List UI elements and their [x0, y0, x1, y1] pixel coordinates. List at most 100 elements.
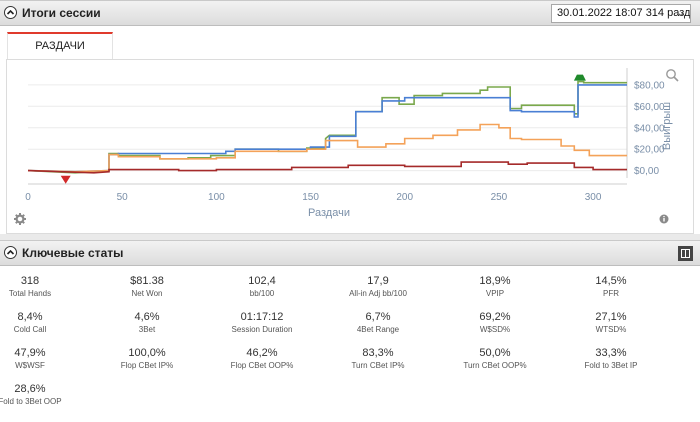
stat-value: 50,0%	[479, 347, 511, 359]
stat-value: 102,4	[248, 275, 276, 287]
stat-value: 47,9%	[14, 347, 46, 359]
zoom-icon[interactable]	[666, 69, 679, 82]
stat-value: 100,0%	[128, 347, 166, 359]
chevron-up-icon	[6, 9, 15, 15]
stat-label: Total Hands	[8, 289, 52, 298]
series-line	[27, 123, 627, 173]
y-tick-label: $20,00	[634, 145, 665, 156]
y-axis-ticks: $0,00 $20,00 $40,00 $60,00 $80,00	[634, 80, 665, 177]
tab-hands-label: РАЗДАЧИ	[35, 40, 85, 52]
stat-label: Turn CBet IP%	[351, 361, 405, 370]
stat-cell: 47,9% W$WSF	[0, 347, 88, 370]
gear-icon[interactable]	[14, 213, 26, 225]
stat-value: 69,2%	[479, 311, 511, 323]
stat-label: WTSD%	[595, 325, 627, 334]
key-stats-grid: 318 Total Hands $81.38 Net Won 102,4 bb/100 17…	[0, 266, 700, 422]
stat-value: 83,3%	[362, 347, 394, 359]
stat-cell: 8,4% Cold Call	[0, 311, 88, 334]
x-tick-label: 0	[25, 192, 31, 203]
stat-label: W$SD%	[479, 325, 511, 334]
session-select[interactable]: 30.01.2022 18:07 314 раздач) ⌄	[551, 4, 691, 23]
stat-label: Fold to 3Bet OOP	[0, 397, 62, 406]
chart-markers	[60, 74, 586, 184]
stat-cell: 100,0% Flop CBet IP%	[89, 347, 205, 370]
stat-value: 318	[20, 275, 40, 287]
stat-cell: 4,6% 3Bet	[89, 311, 205, 334]
panel-separator	[0, 234, 700, 240]
stat-cell: 01:17:12 Session Duration	[204, 311, 320, 334]
stat-label: bb/100	[249, 289, 275, 298]
stat-label: PFR	[603, 289, 619, 298]
stat-cell: 83,3% Turn CBet IP%	[320, 347, 436, 370]
session-select-value: 30.01.2022 18:07 314 раздач)	[557, 7, 691, 19]
x-tick-label: 50	[117, 192, 129, 203]
series-line	[27, 80, 627, 174]
stat-label: Fold to 3Bet IP	[584, 361, 638, 370]
session-summary-bar: Итоги сессии 30.01.2022 18:07 314 раздач…	[0, 0, 700, 26]
session-low-marker	[60, 175, 71, 184]
stat-value: 01:17:12	[240, 311, 284, 323]
stat-value: 17,9	[367, 275, 389, 287]
tab-strip: РАЗДАЧИ	[0, 26, 700, 59]
stat-value: 6,7%	[365, 311, 391, 323]
winnings-chart-panel: 0 50 100 150 200 250 300 $0,00 $20,00 $40,00 $60,…	[6, 59, 694, 234]
key-stats-bar: Ключевые статы	[0, 240, 700, 266]
winnings-chart: 0 50 100 150 200 250 300 $0,00 $20,00 $40,00 $60,…	[14, 68, 679, 225]
chevron-up-icon	[6, 249, 15, 255]
stat-value: 28,6%	[14, 383, 46, 395]
stat-label: Cold Call	[13, 325, 47, 334]
stat-cell: $81.38 Net Won	[89, 275, 205, 298]
session-high-marker	[573, 74, 586, 81]
y-tick-label: $40,00	[634, 123, 665, 134]
stat-value: 46,2%	[246, 347, 278, 359]
stat-cell: 14,5% PFR	[553, 275, 669, 298]
tab-hands[interactable]: РАЗДАЧИ	[7, 32, 113, 59]
stat-label: W$WSF	[15, 361, 45, 370]
y-axis-label: Выигрыш	[661, 102, 673, 150]
stat-cell: 69,2% W$SD%	[437, 311, 553, 334]
stat-cell: 18,9% VPIP	[437, 275, 553, 298]
y-tick-label: $60,00	[634, 102, 665, 113]
x-tick-label: 250	[491, 192, 508, 203]
y-tick-label: $0,00	[634, 166, 659, 177]
session-summary-title: Итоги сессии	[22, 6, 101, 20]
stat-label: 3Bet	[138, 325, 156, 334]
stat-cell: 28,6% Fold to 3Bet OOP	[0, 383, 88, 406]
stat-label: Turn CBet OOP%	[463, 361, 527, 370]
stat-label: All-in Adj bb/100	[349, 289, 407, 298]
series-line	[27, 161, 627, 174]
series-line	[27, 84, 627, 173]
chevron-down-icon: ⌄	[676, 8, 685, 19]
x-tick-label: 100	[208, 192, 225, 203]
collapse-toggle[interactable]	[4, 246, 17, 259]
stat-label: 4Bet Range	[356, 325, 400, 334]
x-axis-ticks: 0 50 100 150 200 250 300	[25, 192, 602, 203]
stat-cell: 50,0% Turn CBet OOP%	[437, 347, 553, 370]
info-icon[interactable]	[659, 214, 669, 224]
stat-cell: 17,9 All-in Adj bb/100	[320, 275, 436, 298]
stat-value: 33,3%	[595, 347, 627, 359]
stat-cell: 27,1% WTSD%	[553, 311, 669, 334]
stat-value: $81.38	[130, 275, 164, 287]
key-stats-title: Ключевые статы	[22, 246, 124, 260]
stat-value: 18,9%	[479, 275, 511, 287]
stat-value: 27,1%	[595, 311, 627, 323]
stat-label: Net Won	[131, 289, 163, 298]
x-tick-label: 200	[396, 192, 413, 203]
y-tick-label: $80,00	[634, 80, 665, 91]
stat-cell: 102,4 bb/100	[204, 275, 320, 298]
stat-value: 8,4%	[17, 311, 43, 323]
stat-value: 4,6%	[134, 311, 160, 323]
stat-label: VPIP	[485, 289, 505, 298]
stat-cell: 46,2% Flop CBet OOP%	[204, 347, 320, 370]
panel-layout-icon[interactable]	[678, 246, 693, 261]
x-tick-label: 150	[302, 192, 319, 203]
x-axis-label: Раздачи	[308, 207, 350, 219]
stat-label: Flop CBet OOP%	[230, 361, 294, 370]
chart-grid	[28, 68, 628, 185]
x-tick-label: 300	[585, 192, 602, 203]
chart-series	[27, 80, 627, 174]
stat-value: 14,5%	[595, 275, 627, 287]
stat-cell: 6,7% 4Bet Range	[320, 311, 436, 334]
collapse-toggle[interactable]	[4, 6, 17, 19]
